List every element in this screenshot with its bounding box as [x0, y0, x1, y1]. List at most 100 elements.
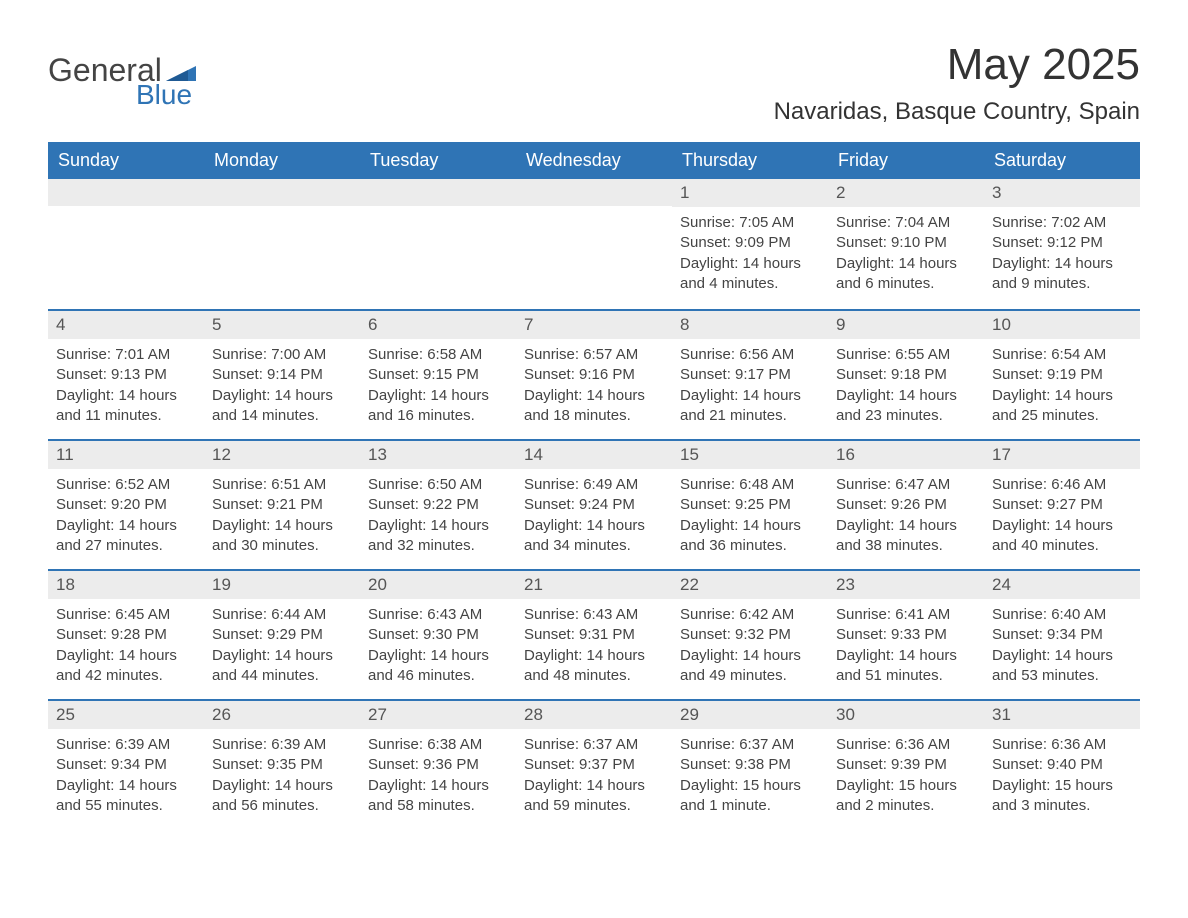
calendar-cell	[516, 179, 672, 309]
sunset-line: Sunset: 9:40 PM	[992, 755, 1132, 775]
sunset-line: Sunset: 9:16 PM	[524, 365, 664, 385]
daylight-line: Daylight: 14 hours and 9 minutes.	[992, 254, 1132, 295]
day-content: Sunrise: 7:04 AMSunset: 9:10 PMDaylight:…	[828, 207, 984, 304]
day-content: Sunrise: 6:55 AMSunset: 9:18 PMDaylight:…	[828, 339, 984, 436]
calendar-header-cell: Tuesday	[360, 142, 516, 179]
calendar-cell	[48, 179, 204, 309]
daylight-line: Daylight: 14 hours and 46 minutes.	[368, 646, 508, 687]
daylight-line: Daylight: 14 hours and 25 minutes.	[992, 386, 1132, 427]
day-content: Sunrise: 6:44 AMSunset: 9:29 PMDaylight:…	[204, 599, 360, 696]
day-content: Sunrise: 6:47 AMSunset: 9:26 PMDaylight:…	[828, 469, 984, 566]
day-number: 8	[672, 311, 828, 339]
sunrise-line: Sunrise: 6:36 AM	[992, 735, 1132, 755]
day-content: Sunrise: 6:42 AMSunset: 9:32 PMDaylight:…	[672, 599, 828, 696]
calendar-cell: 14Sunrise: 6:49 AMSunset: 9:24 PMDayligh…	[516, 441, 672, 569]
day-number: 15	[672, 441, 828, 469]
sunrise-line: Sunrise: 6:37 AM	[680, 735, 820, 755]
day-number: 7	[516, 311, 672, 339]
day-content: Sunrise: 6:36 AMSunset: 9:40 PMDaylight:…	[984, 729, 1140, 826]
calendar-body: 1Sunrise: 7:05 AMSunset: 9:09 PMDaylight…	[48, 179, 1140, 829]
sunrise-line: Sunrise: 6:44 AM	[212, 605, 352, 625]
daylight-line: Daylight: 14 hours and 18 minutes.	[524, 386, 664, 427]
day-content: Sunrise: 6:46 AMSunset: 9:27 PMDaylight:…	[984, 469, 1140, 566]
brand-name-sub: Blue	[136, 79, 192, 111]
sunset-line: Sunset: 9:37 PM	[524, 755, 664, 775]
sunset-line: Sunset: 9:36 PM	[368, 755, 508, 775]
day-content: Sunrise: 6:54 AMSunset: 9:19 PMDaylight:…	[984, 339, 1140, 436]
calendar-cell	[360, 179, 516, 309]
sunrise-line: Sunrise: 6:40 AM	[992, 605, 1132, 625]
page-title: May 2025	[774, 40, 1140, 90]
sunset-line: Sunset: 9:24 PM	[524, 495, 664, 515]
sunset-line: Sunset: 9:13 PM	[56, 365, 196, 385]
daylight-line: Daylight: 14 hours and 21 minutes.	[680, 386, 820, 427]
calendar: SundayMondayTuesdayWednesdayThursdayFrid…	[48, 142, 1140, 829]
day-number	[360, 179, 516, 206]
day-number: 29	[672, 701, 828, 729]
day-content: Sunrise: 6:56 AMSunset: 9:17 PMDaylight:…	[672, 339, 828, 436]
daylight-line: Daylight: 14 hours and 38 minutes.	[836, 516, 976, 557]
calendar-cell: 5Sunrise: 7:00 AMSunset: 9:14 PMDaylight…	[204, 311, 360, 439]
day-content: Sunrise: 6:51 AMSunset: 9:21 PMDaylight:…	[204, 469, 360, 566]
sunrise-line: Sunrise: 7:05 AM	[680, 213, 820, 233]
day-number: 31	[984, 701, 1140, 729]
sunset-line: Sunset: 9:14 PM	[212, 365, 352, 385]
calendar-cell: 12Sunrise: 6:51 AMSunset: 9:21 PMDayligh…	[204, 441, 360, 569]
day-content: Sunrise: 6:39 AMSunset: 9:35 PMDaylight:…	[204, 729, 360, 826]
day-number: 6	[360, 311, 516, 339]
sunrise-line: Sunrise: 7:01 AM	[56, 345, 196, 365]
sunset-line: Sunset: 9:19 PM	[992, 365, 1132, 385]
daylight-line: Daylight: 15 hours and 3 minutes.	[992, 776, 1132, 817]
daylight-line: Daylight: 14 hours and 4 minutes.	[680, 254, 820, 295]
day-content: Sunrise: 6:45 AMSunset: 9:28 PMDaylight:…	[48, 599, 204, 696]
calendar-cell: 21Sunrise: 6:43 AMSunset: 9:31 PMDayligh…	[516, 571, 672, 699]
calendar-cell	[204, 179, 360, 309]
sunrise-line: Sunrise: 6:46 AM	[992, 475, 1132, 495]
day-number: 14	[516, 441, 672, 469]
daylight-line: Daylight: 14 hours and 36 minutes.	[680, 516, 820, 557]
sunrise-line: Sunrise: 6:50 AM	[368, 475, 508, 495]
sunrise-line: Sunrise: 6:39 AM	[212, 735, 352, 755]
daylight-line: Daylight: 14 hours and 55 minutes.	[56, 776, 196, 817]
calendar-cell: 13Sunrise: 6:50 AMSunset: 9:22 PMDayligh…	[360, 441, 516, 569]
sunrise-line: Sunrise: 6:42 AM	[680, 605, 820, 625]
calendar-cell: 17Sunrise: 6:46 AMSunset: 9:27 PMDayligh…	[984, 441, 1140, 569]
calendar-cell: 8Sunrise: 6:56 AMSunset: 9:17 PMDaylight…	[672, 311, 828, 439]
calendar-header-cell: Monday	[204, 142, 360, 179]
sunset-line: Sunset: 9:34 PM	[992, 625, 1132, 645]
calendar-header-cell: Friday	[828, 142, 984, 179]
day-number	[48, 179, 204, 206]
calendar-cell: 11Sunrise: 6:52 AMSunset: 9:20 PMDayligh…	[48, 441, 204, 569]
calendar-cell: 24Sunrise: 6:40 AMSunset: 9:34 PMDayligh…	[984, 571, 1140, 699]
day-number: 21	[516, 571, 672, 599]
brand-triangle-icon	[166, 61, 196, 81]
sunrise-line: Sunrise: 6:49 AM	[524, 475, 664, 495]
day-number: 17	[984, 441, 1140, 469]
sunrise-line: Sunrise: 6:52 AM	[56, 475, 196, 495]
sunset-line: Sunset: 9:32 PM	[680, 625, 820, 645]
sunrise-line: Sunrise: 6:38 AM	[368, 735, 508, 755]
sunset-line: Sunset: 9:10 PM	[836, 233, 976, 253]
calendar-cell: 28Sunrise: 6:37 AMSunset: 9:37 PMDayligh…	[516, 701, 672, 829]
daylight-line: Daylight: 14 hours and 59 minutes.	[524, 776, 664, 817]
calendar-cell: 26Sunrise: 6:39 AMSunset: 9:35 PMDayligh…	[204, 701, 360, 829]
calendar-cell: 25Sunrise: 6:39 AMSunset: 9:34 PMDayligh…	[48, 701, 204, 829]
daylight-line: Daylight: 14 hours and 40 minutes.	[992, 516, 1132, 557]
calendar-cell: 18Sunrise: 6:45 AMSunset: 9:28 PMDayligh…	[48, 571, 204, 699]
day-number: 19	[204, 571, 360, 599]
daylight-line: Daylight: 15 hours and 1 minute.	[680, 776, 820, 817]
day-number: 13	[360, 441, 516, 469]
daylight-line: Daylight: 14 hours and 44 minutes.	[212, 646, 352, 687]
sunrise-line: Sunrise: 6:55 AM	[836, 345, 976, 365]
calendar-header-cell: Sunday	[48, 142, 204, 179]
brand-logo: General Blue	[48, 52, 196, 111]
sunset-line: Sunset: 9:39 PM	[836, 755, 976, 775]
daylight-line: Daylight: 14 hours and 42 minutes.	[56, 646, 196, 687]
sunrise-line: Sunrise: 6:41 AM	[836, 605, 976, 625]
day-number	[516, 179, 672, 206]
calendar-cell: 16Sunrise: 6:47 AMSunset: 9:26 PMDayligh…	[828, 441, 984, 569]
sunrise-line: Sunrise: 7:04 AM	[836, 213, 976, 233]
daylight-line: Daylight: 14 hours and 23 minutes.	[836, 386, 976, 427]
day-number: 1	[672, 179, 828, 207]
calendar-header-cell: Thursday	[672, 142, 828, 179]
